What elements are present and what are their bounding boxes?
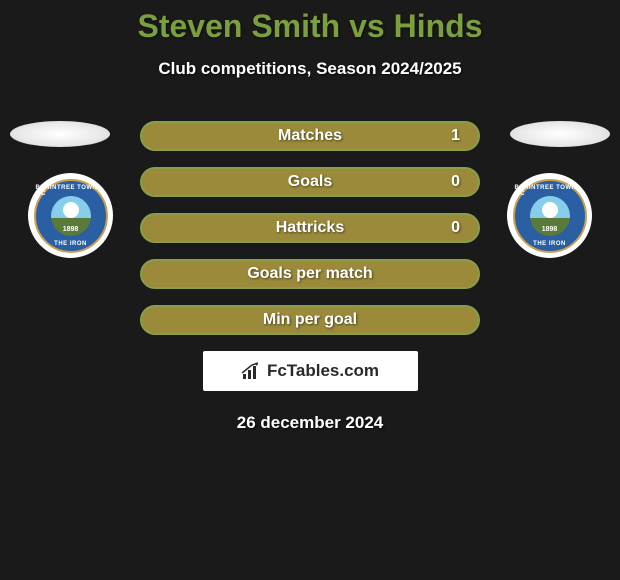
- badge-name-bottom: THE IRON: [54, 241, 87, 247]
- stat-value: 0: [451, 173, 460, 191]
- stat-label: Min per goal: [263, 311, 357, 329]
- page-title: Steven Smith vs Hinds: [0, 8, 620, 45]
- stat-bar-goals-per-match: Goals per match: [140, 259, 480, 289]
- chart-icon: [241, 362, 261, 380]
- badge-name-bottom: THE IRON: [533, 241, 566, 247]
- stat-bars: Matches 1 Goals 0 Hattricks 0 Goals per …: [140, 121, 480, 335]
- badge-inner-right: BRAINTREE TOWN F.C 1898 THE IRON: [513, 179, 587, 253]
- branding-box[interactable]: FcTables.com: [203, 351, 418, 391]
- branding-text: FcTables.com: [267, 361, 379, 381]
- club-badge-right: BRAINTREE TOWN F.C 1898 THE IRON: [507, 173, 592, 258]
- date-text: 26 december 2024: [0, 413, 620, 433]
- stat-bar-matches: Matches 1: [140, 121, 480, 151]
- stat-bar-goals: Goals 0: [140, 167, 480, 197]
- flag-left-icon: [10, 121, 110, 147]
- badge-ball-icon: [63, 202, 79, 218]
- stat-label: Matches: [278, 127, 342, 145]
- stat-bar-hattricks: Hattricks 0: [140, 213, 480, 243]
- badge-inner-left: BRAINTREE TOWN F.C 1898 THE IRON: [34, 179, 108, 253]
- stat-label: Goals: [288, 173, 332, 191]
- badge-ball-icon: [542, 202, 558, 218]
- badge-name-top: BRAINTREE TOWN F.C: [36, 185, 106, 197]
- badge-year: 1898: [542, 226, 558, 233]
- main-container: Steven Smith vs Hinds Club competitions,…: [0, 0, 620, 433]
- flag-right-icon: [510, 121, 610, 147]
- badge-name-top: BRAINTREE TOWN F.C: [515, 185, 585, 197]
- stat-bar-min-per-goal: Min per goal: [140, 305, 480, 335]
- badge-year: 1898: [63, 226, 79, 233]
- stats-area: BRAINTREE TOWN F.C 1898 THE IRON BRAINTR…: [0, 121, 620, 433]
- club-badge-left: BRAINTREE TOWN F.C 1898 THE IRON: [28, 173, 113, 258]
- stat-value: 0: [451, 219, 460, 237]
- stat-label: Goals per match: [247, 265, 372, 283]
- subtitle: Club competitions, Season 2024/2025: [0, 59, 620, 79]
- stat-label: Hattricks: [276, 219, 344, 237]
- stat-value: 1: [451, 127, 460, 145]
